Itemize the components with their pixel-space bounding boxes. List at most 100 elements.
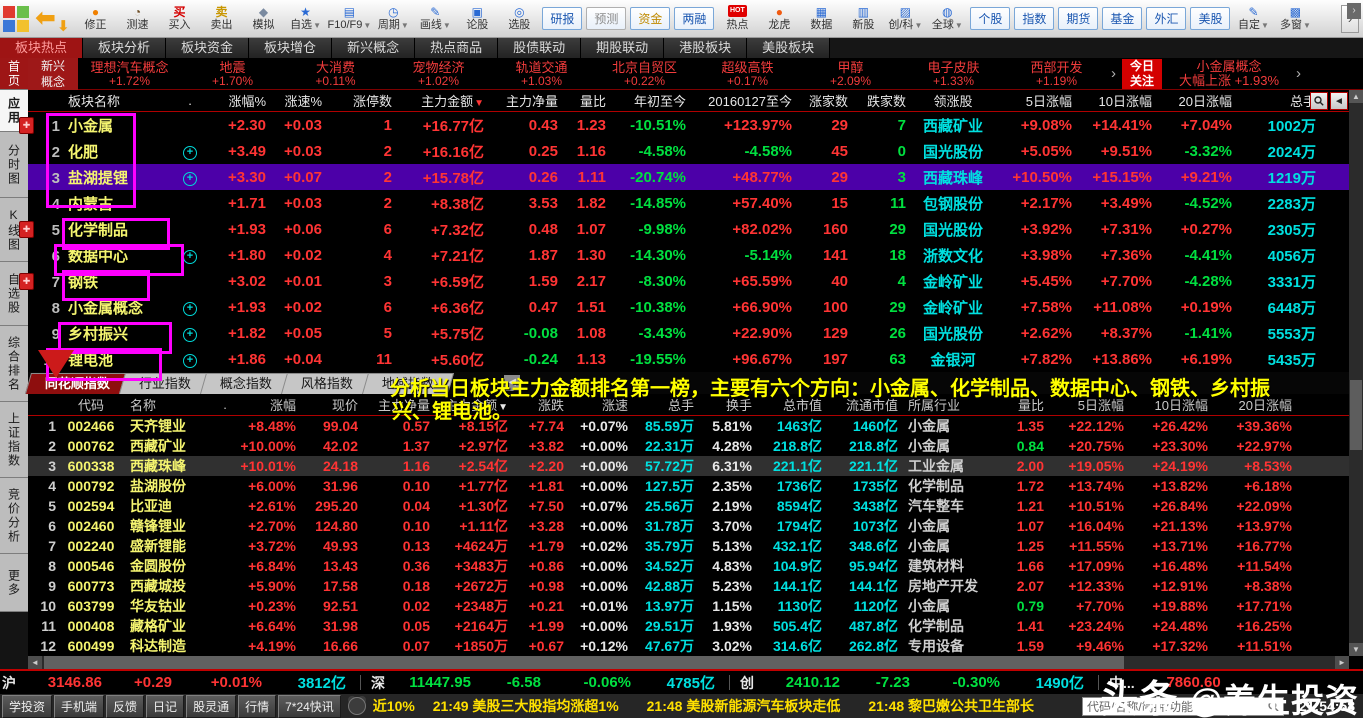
toolbar-item-chinext-star[interactable]: ▨ 创/科 ▼	[884, 1, 926, 37]
tab-us-sectors[interactable]: 美股板块	[747, 38, 831, 58]
toolbar-button-capital[interactable]: 资金	[630, 7, 671, 30]
toolbar-item-draw-line[interactable]: ✎ 画线 ▼	[414, 1, 456, 37]
toolbar-button-forecast[interactable]: 预测	[586, 7, 627, 30]
sector-row[interactable]: 5 化学制品 +1.93 +0.06 6 +7.32亿 0.48 1.07 -9.98% +82.…	[19, 216, 1349, 242]
stock-header-col-18[interactable]: 20日涨幅	[1238, 398, 1292, 413]
toolbar-item-custom[interactable]: ✎ 自定 ▼	[1232, 1, 1274, 37]
stock-header-col-16[interactable]: 5日涨幅	[1077, 398, 1124, 413]
horizontal-scrollbar[interactable]: ◄ ►	[28, 656, 1349, 669]
down-arrow-icon[interactable]: ⬇	[56, 18, 70, 35]
stock-row[interactable]: 12 600499 科达制造 +4.19% 16.66 0.07 +1850万 +0.67 +0…	[28, 636, 1349, 656]
concept-item[interactable]: 理想汽车概念 +1.72%	[78, 60, 181, 88]
statusbar-button[interactable]: 日记	[146, 694, 185, 718]
sector-row[interactable]: 8 小金属概念 + +1.93 +0.02 6 +6.36亿 0.47 1.51 -10.38% +…	[28, 294, 1349, 320]
tab-hot-commodity[interactable]: 热点商品	[415, 38, 499, 58]
expand-plus-icon[interactable]: +	[183, 354, 197, 368]
toolbar-item-multi-window[interactable]: ▩ 多窗 ▼	[1274, 1, 1316, 37]
toolbar-button-research-report[interactable]: 研报	[542, 7, 583, 30]
stock-header-col-3[interactable]: .	[223, 397, 227, 412]
toolbar-button-margin[interactable]: 两融	[674, 7, 715, 30]
concept-item[interactable]: 地震 +1.70%	[181, 60, 284, 88]
toolbar-item-correct[interactable]: ● 修正	[75, 1, 117, 37]
stock-row[interactable]: 9 600773 西藏城投 +5.90% 17.58 0.18 +2672万 +0.98 +0.…	[28, 576, 1349, 596]
concept-item[interactable]: 轨道交通 +1.03%	[490, 60, 593, 88]
stock-header-col-11[interactable]: 换手	[725, 398, 752, 413]
tab-concept-index[interactable]: 概念指数	[200, 373, 293, 394]
sector-row[interactable]: 3 盐湖提锂 + +3.30 +0.07 2 +15.78亿 0.26 1.11 -20.74% +…	[28, 164, 1349, 190]
sector-row[interactable]: 2 化肥 + +3.49 +0.03 2 +16.16亿 0.25 1.16 -4.58% -4.5…	[28, 138, 1349, 164]
toolbar-item-simulate[interactable]: ◆ 模拟	[243, 1, 285, 37]
sector-row[interactable]: 7 钢铁 +3.02 +0.01 3 +6.59亿 1.59 2.17 -8.30% +65.59…	[19, 268, 1349, 294]
tab-stock-bond[interactable]: 股债联动	[498, 38, 582, 58]
stock-row[interactable]: 1 002466 天齐锂业 +8.48% 99.04 0.57 +8.15亿 +7.74 +0.…	[28, 416, 1349, 436]
concept-item[interactable]: 北京自贸区 +0.22%	[593, 60, 696, 88]
stock-row[interactable]: 3 600338 西藏珠峰 +10.01% 24.18 1.16 +2.54亿 +2.20 +0…	[28, 456, 1349, 476]
table-search-icon[interactable]	[1310, 92, 1328, 110]
concept-item[interactable]: 超级高铁 +0.17%	[696, 60, 799, 88]
toolbar-item-watchlist[interactable]: ★ 自选 ▼	[285, 1, 327, 37]
toolbar-item-global[interactable]: ◍ 全球 ▼	[926, 1, 968, 37]
sector-header-col-4[interactable]: 涨停数	[352, 94, 392, 109]
toolbar-item-f10-f9[interactable]: ▤ F10/F9 ▼	[327, 1, 373, 37]
scrollbar-thumb[interactable]	[44, 656, 1124, 669]
tab-futures-stock[interactable]: 期股联动	[581, 38, 665, 58]
toolbar-item-data-center[interactable]: ▦ 数据	[800, 1, 842, 37]
sidebar-item-sse-index[interactable]: 上证指数	[0, 402, 28, 478]
sector-header-col-3[interactable]: 涨速%	[284, 94, 322, 109]
statusbar-button[interactable]: 行情	[238, 694, 277, 718]
stock-header-col-9[interactable]: 涨速	[601, 398, 628, 413]
vertical-scrollbar[interactable]: ▲ ▼	[1349, 90, 1363, 656]
tab-sector-hot[interactable]: 板块热点	[0, 38, 84, 58]
stock-header-col-1[interactable]: 代码	[77, 398, 104, 413]
stock-header-col-8[interactable]: 涨跌	[537, 398, 564, 413]
tabstrip-left-arrow-icon[interactable]: ◀	[504, 375, 521, 391]
sector-header-col-11[interactable]: 跌家数	[866, 94, 906, 109]
sector-header-col-13[interactable]: 5日涨幅	[1025, 94, 1072, 109]
sidebar-item-more[interactable]: 更多	[0, 554, 28, 612]
expand-plus-icon[interactable]: +	[183, 146, 197, 160]
sector-row[interactable]: 9 乡村振兴 + +1.82 +0.05 5 +5.75亿 -0.08 1.08 -3.43% +2…	[28, 320, 1349, 346]
sidebar-item-timeline-chart[interactable]: 分时图	[0, 132, 28, 198]
stock-header-col-7[interactable]: 主力金额▼	[445, 398, 508, 413]
toolbar-item-new-stock[interactable]: ▥ 新股	[842, 1, 884, 37]
stock-row[interactable]: 4 000792 盐湖股份 +6.00% 31.96 0.10 +1.77亿 +1.81 +0.…	[28, 476, 1349, 496]
stock-header-col-2[interactable]: 名称	[130, 398, 157, 413]
scroll-right-arrow-icon[interactable]: ►	[1335, 656, 1349, 669]
table-back-icon[interactable]: ◄	[1330, 92, 1348, 110]
stock-header-col-17[interactable]: 10日涨幅	[1154, 398, 1208, 413]
stock-header-col-6[interactable]: 主力净量	[377, 398, 430, 413]
tab-hk-sectors[interactable]: 港股板块	[664, 38, 748, 58]
sector-header-col-14[interactable]: 10日涨幅	[1098, 94, 1152, 109]
today-focus-badge[interactable]: 今日 关注	[1122, 58, 1162, 89]
sector-header-col-9[interactable]: 20160127至今	[708, 94, 792, 109]
stock-header-col-12[interactable]: 总市值	[782, 398, 822, 413]
stock-header-col-5[interactable]: 现价	[331, 398, 358, 413]
toolbar-item-stock-picker[interactable]: ◎ 选股	[498, 1, 540, 37]
concept-item[interactable]: 甲醇 +2.09%	[799, 60, 902, 88]
tab-sector-position[interactable]: 板块增仓	[249, 38, 333, 58]
quote-search-box[interactable]: 代码/名称/简拼/功能	[1082, 696, 1284, 716]
stock-header-col-10[interactable]: 总手	[667, 398, 694, 413]
toolbar-item-dragon-tiger[interactable]: ● 龙虎	[758, 1, 800, 37]
stock-row[interactable]: 5 002594 比亚迪 +2.61% 295.20 0.04 +1.30亿 +7.50 +0.…	[28, 496, 1349, 516]
vscrollbar-thumb[interactable]	[1350, 380, 1362, 450]
tabstrip-right-arrow-icon[interactable]: ›	[1347, 3, 1361, 19]
stock-row[interactable]: 8 000546 金圆股份 +6.84% 13.43 0.36 +3483万 +0.86 +0.…	[28, 556, 1349, 576]
concept-item[interactable]: 宠物经济 +1.02%	[387, 60, 490, 88]
scroll-down-arrow-icon[interactable]: ▼	[1349, 643, 1363, 656]
tab-new-concepts[interactable]: 新兴概念	[332, 38, 416, 58]
toolbar-item-speed-test[interactable]: ◔ 测速	[117, 1, 159, 37]
sidebar-item-watchlist[interactable]: 自选股	[0, 262, 28, 326]
sidebar-item-kline-chart[interactable]: K线图	[0, 198, 28, 262]
statusbar-button[interactable]: 学投资	[2, 694, 53, 718]
sector-header-col-16[interactable]: 总手	[1289, 94, 1316, 109]
sector-row[interactable]: 4 内蒙古 +1.71 +0.03 2 +8.38亿 3.53 1.82 -14.85% +57.…	[28, 190, 1349, 216]
concept-item[interactable]: 电子皮肤 +1.33%	[902, 60, 1005, 88]
stock-header-col-15[interactable]: 量比	[1017, 398, 1044, 413]
sector-header-col-5[interactable]: 主力金额▼	[421, 94, 484, 109]
toolbar-item-hot[interactable]: HOT 热点	[716, 1, 758, 37]
sector-row[interactable]: 1 小金属 +2.30 +0.03 1 +16.77亿 0.43 1.23 -10.51% +12…	[19, 112, 1349, 138]
sidebar-item-ranking[interactable]: 综合排名	[0, 326, 28, 402]
expand-plus-icon[interactable]: +	[183, 328, 197, 342]
tab-sector-analysis[interactable]: 板块分析	[83, 38, 167, 58]
